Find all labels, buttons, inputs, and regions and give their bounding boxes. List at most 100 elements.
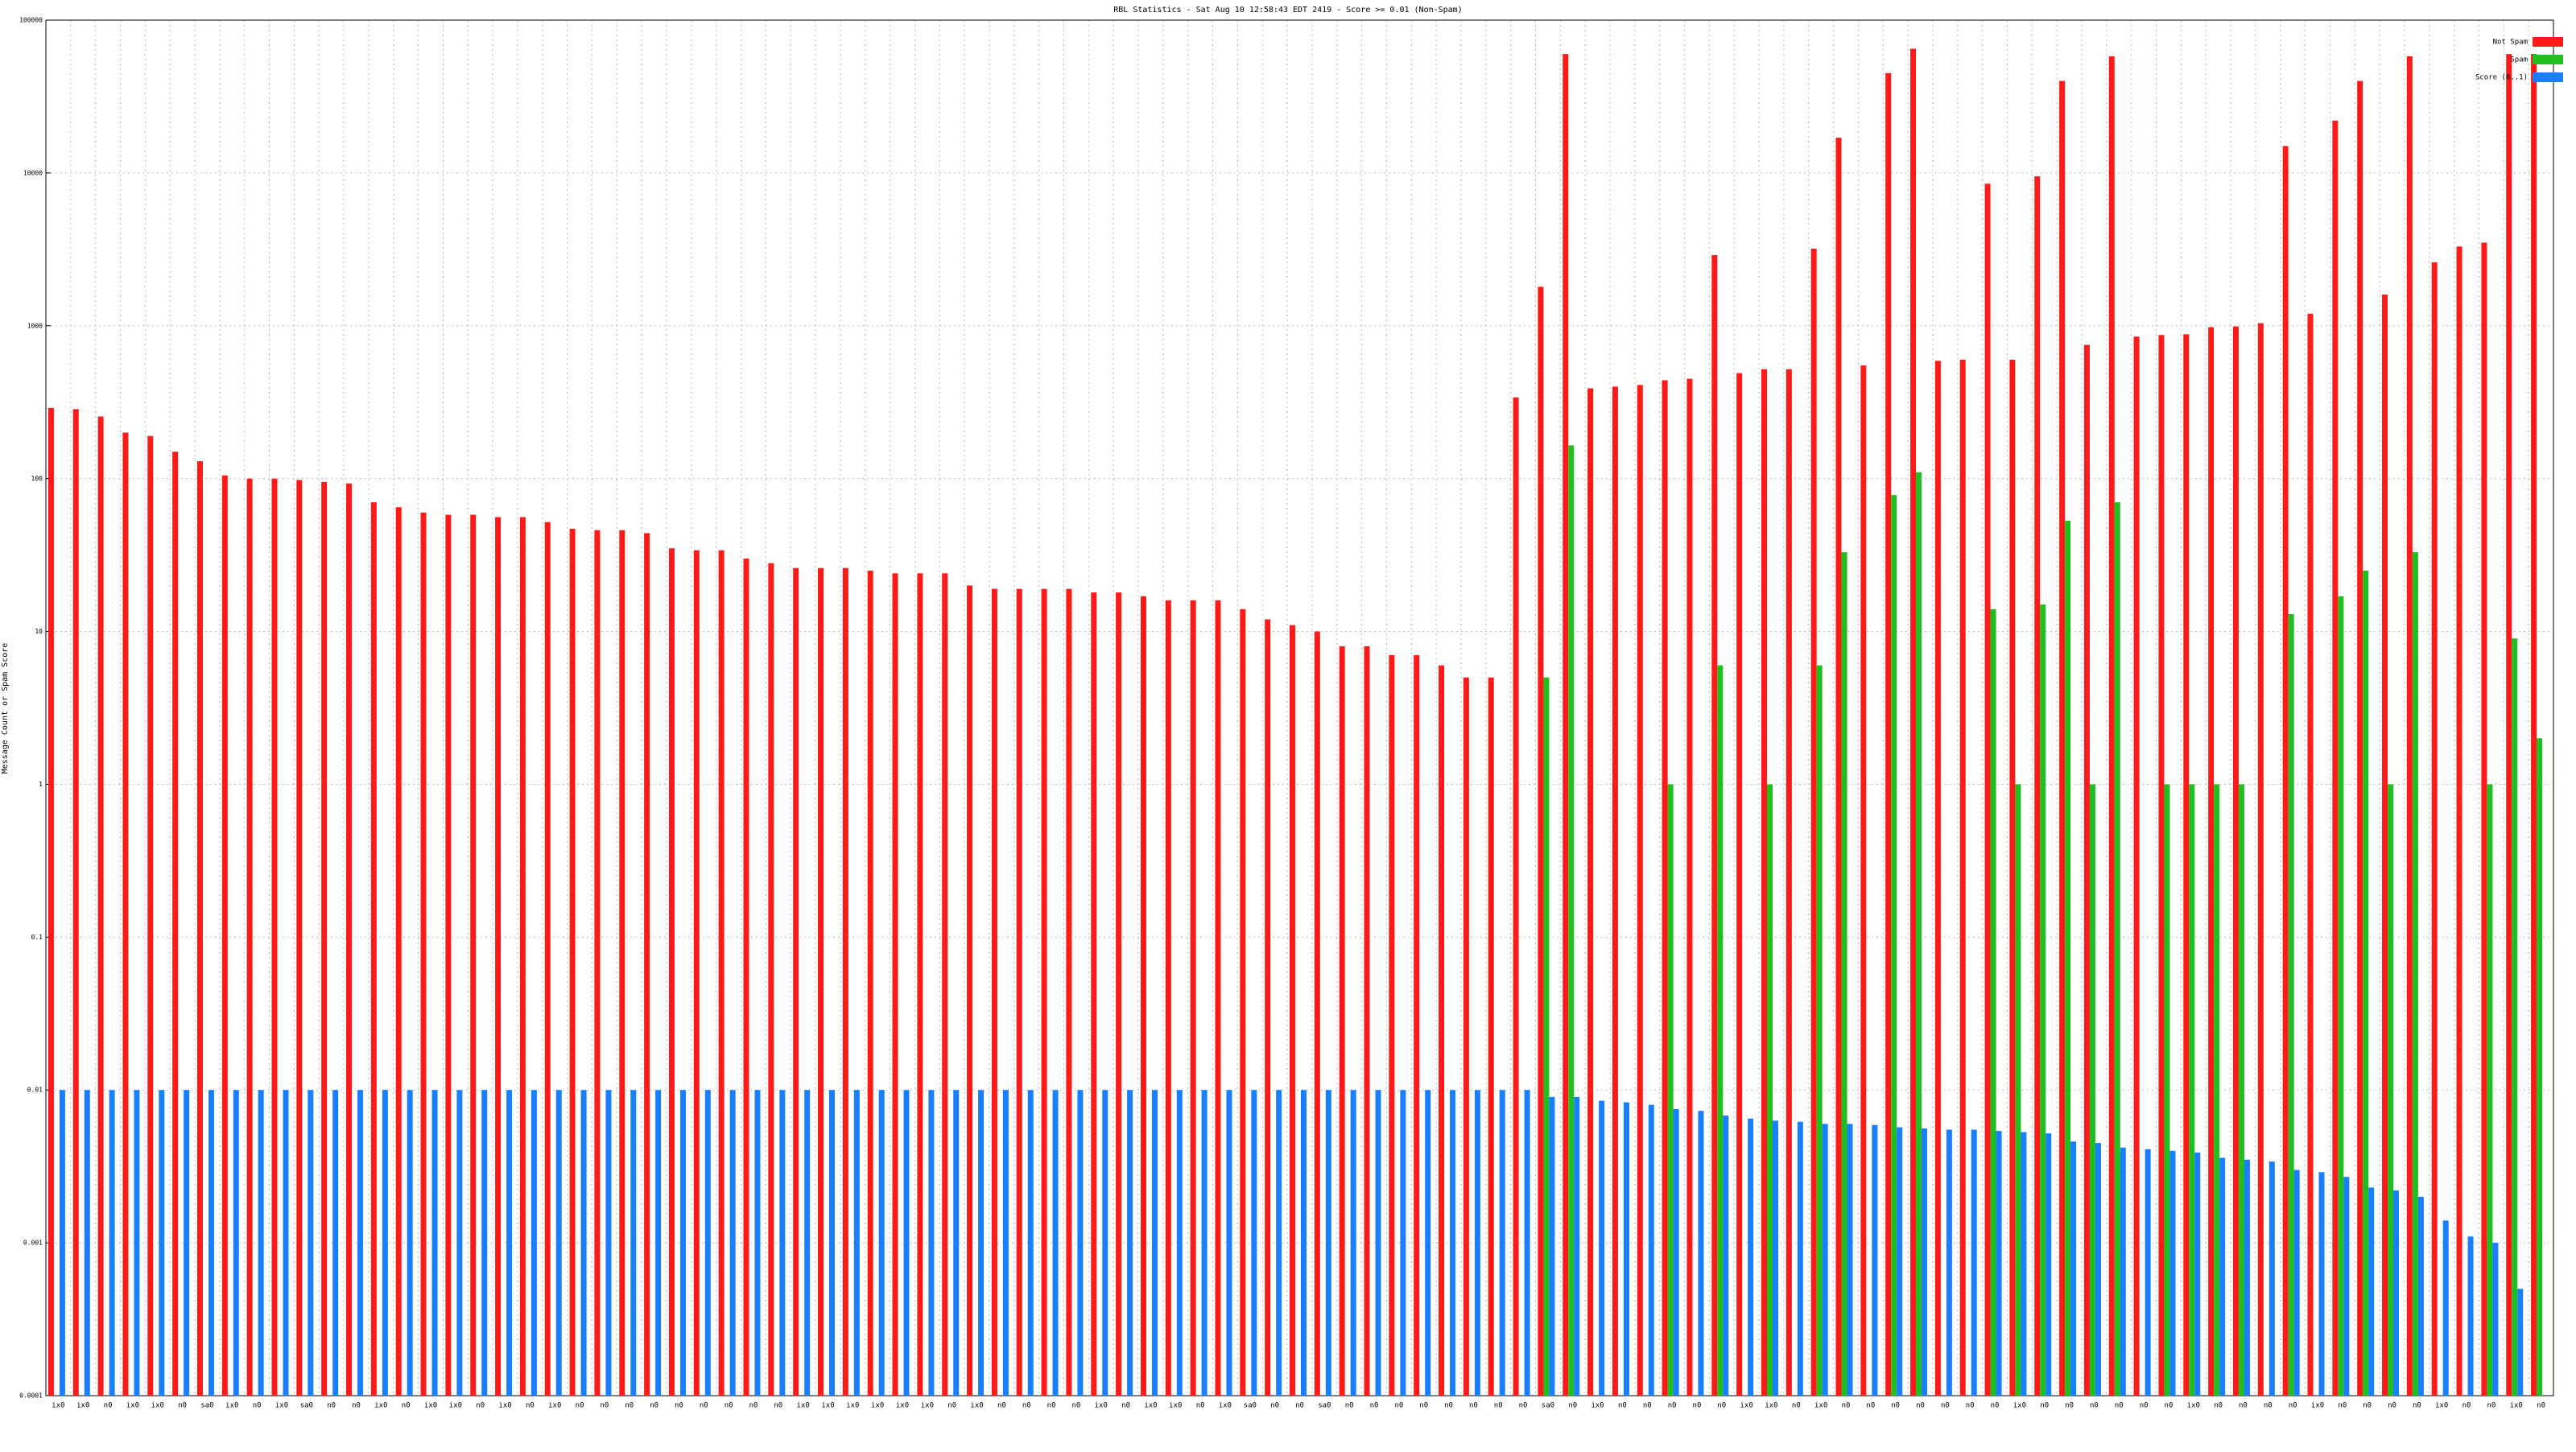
bar: [1766, 784, 1773, 1396]
x-tick-label: ix0: [2311, 1402, 2324, 1410]
bar: [1140, 596, 1146, 1396]
y-axis-label: Message Count or Spam Score: [1, 643, 10, 774]
bar: [1389, 654, 1395, 1396]
x-tick-label: n0: [1866, 1402, 1875, 1410]
bar: [2257, 323, 2264, 1396]
x-tick-label: ix0: [2435, 1402, 2448, 1410]
x-tick-label: n0: [601, 1402, 609, 1410]
bar: [196, 461, 203, 1396]
x-tick-label: ix0: [76, 1402, 89, 1410]
x-tick-label: ix0: [1169, 1402, 1182, 1410]
y-tick-label: 0.1: [31, 934, 43, 941]
x-tick-label: n0: [2388, 1402, 2396, 1410]
bar: [867, 570, 873, 1396]
bar: [1686, 378, 1693, 1396]
bar: [1077, 1090, 1084, 1396]
x-tick-label: n0: [1419, 1402, 1428, 1410]
bar: [693, 550, 700, 1396]
x-tick-label: ix0: [1740, 1402, 1753, 1410]
bar: [1797, 1121, 1803, 1396]
x-tick-label: n0: [2338, 1402, 2347, 1410]
bar: [1339, 646, 1345, 1396]
x-tick-label: n0: [1668, 1402, 1677, 1410]
bar: [208, 1090, 214, 1396]
x-tick-label: ix0: [1814, 1402, 1827, 1410]
x-tick-label: n0: [2115, 1402, 2124, 1410]
bar: [1400, 1090, 1406, 1396]
bar: [1847, 1124, 1853, 1396]
bar: [619, 530, 625, 1396]
x-tick-label: n0: [2239, 1402, 2248, 1410]
bar: [2189, 784, 2195, 1396]
bar: [1513, 397, 1519, 1396]
bar: [1563, 54, 1569, 1396]
bar: [1439, 665, 1445, 1396]
x-tick-label: n0: [1270, 1402, 1279, 1410]
bar: [1190, 600, 1196, 1396]
x-tick-label: ix0: [225, 1402, 238, 1410]
y-tick-label: 100000: [19, 17, 43, 24]
x-tick-label: n0: [2090, 1402, 2099, 1410]
bar: [1116, 592, 1122, 1396]
bar: [1574, 1096, 1580, 1396]
bar: [159, 1090, 165, 1396]
bar: [793, 567, 799, 1396]
bar: [1667, 784, 1674, 1396]
bar: [2343, 1177, 2350, 1396]
bar: [271, 478, 278, 1396]
x-tick-label: n0: [1022, 1402, 1031, 1410]
y-tick-label: 0.001: [23, 1240, 43, 1247]
bar: [97, 416, 104, 1396]
x-tick-label: n0: [947, 1402, 956, 1410]
legend-swatch: [2533, 37, 2563, 47]
bar: [122, 432, 129, 1396]
bar: [1052, 1090, 1059, 1396]
x-tick-label: n0: [1717, 1402, 1726, 1410]
bar: [506, 1090, 513, 1396]
bar: [2442, 1220, 2449, 1396]
bar: [1971, 1129, 1977, 1396]
x-tick-label: ix0: [275, 1402, 288, 1410]
bar: [147, 435, 154, 1396]
bar: [456, 1090, 463, 1396]
x-tick-label: n0: [402, 1402, 411, 1410]
bar: [991, 588, 997, 1396]
bar: [2158, 335, 2165, 1396]
x-tick-label: n0: [625, 1402, 634, 1410]
bar: [2517, 1289, 2524, 1396]
bar: [1265, 619, 1271, 1396]
bar: [283, 1090, 289, 1396]
bar: [2120, 1147, 2126, 1396]
bar: [445, 514, 452, 1396]
bar: [357, 1090, 364, 1396]
bar: [1290, 625, 1295, 1396]
bar: [2219, 1157, 2226, 1396]
bar: [1860, 365, 1867, 1396]
bar: [1102, 1090, 1108, 1396]
bar: [2481, 242, 2487, 1396]
bar: [1910, 48, 1917, 1396]
bar: [1673, 1108, 1679, 1396]
bar: [2363, 570, 2369, 1396]
bar: [1599, 1100, 1605, 1396]
bar: [321, 481, 328, 1396]
bar: [1946, 1129, 1952, 1396]
x-tick-label: n0: [724, 1402, 733, 1410]
x-tick-label: ix0: [424, 1402, 437, 1410]
x-tick-label: ix0: [1219, 1402, 1232, 1410]
x-tick-label: ix0: [151, 1402, 164, 1410]
x-tick-label: n0: [1618, 1402, 1627, 1410]
bar: [967, 585, 973, 1396]
bar: [2388, 784, 2394, 1396]
bar: [2293, 1169, 2300, 1396]
x-tick-label: ix0: [797, 1402, 810, 1410]
bar: [2318, 1172, 2325, 1396]
bar: [2169, 1150, 2176, 1396]
bar: [1916, 472, 1922, 1396]
x-tick-label: n0: [1047, 1402, 1056, 1410]
bar: [1325, 1090, 1331, 1396]
bar: [1711, 254, 1718, 1396]
x-tick-label: n0: [1941, 1402, 1950, 1410]
bar: [1350, 1090, 1356, 1396]
y-tick-label: 10: [35, 628, 43, 635]
